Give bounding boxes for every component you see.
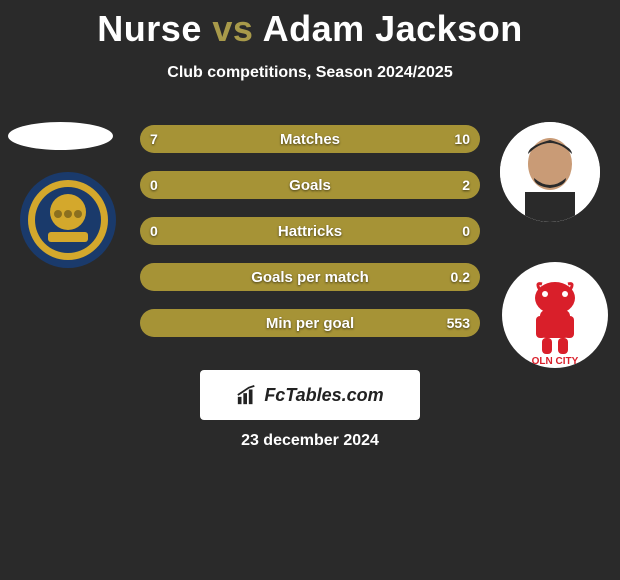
- svg-text:OLN CITY: OLN CITY: [532, 356, 579, 367]
- stat-value-left: 7: [150, 125, 158, 153]
- stat-label: Goals: [140, 171, 480, 199]
- brand-badge: FcTables.com: [200, 370, 420, 420]
- stat-row-matches: Matches7 10: [140, 125, 480, 153]
- stat-value-left: 0: [150, 171, 158, 199]
- subtitle: Club competitions, Season 2024/2025: [0, 64, 620, 82]
- stat-row-goals: Goals0 2: [140, 171, 480, 199]
- stat-label: Hattricks: [140, 217, 480, 245]
- stat-label: Min per goal: [140, 309, 480, 337]
- stat-label: Matches: [140, 125, 480, 153]
- date-text: 23 december 2024: [0, 432, 620, 450]
- stats-container: Matches710Goals02Hattricks00Goals per ma…: [140, 125, 480, 355]
- stat-value-right: 553: [447, 309, 470, 337]
- stat-value-left: 0: [150, 217, 158, 245]
- stat-row-hattricks: Hattricks0 0: [140, 217, 480, 245]
- stat-row-goals-per-match: Goals per match0.2: [140, 263, 480, 291]
- player2-club-crest: OLN CITY: [500, 260, 610, 370]
- vs-text: vs: [212, 8, 253, 49]
- brand-text: FcTables.com: [264, 385, 383, 406]
- player2-name: Adam Jackson: [263, 8, 523, 49]
- chart-icon: [236, 384, 258, 406]
- stat-value-right: 0.2: [451, 263, 470, 291]
- stat-row-min-per-goal: Min per goal553: [140, 309, 480, 337]
- stat-label: Goals per match: [140, 263, 480, 291]
- stat-value-right: 10: [454, 125, 470, 153]
- stat-value-right: 0: [462, 217, 470, 245]
- player1-club-crest: [18, 170, 118, 270]
- player1-avatar: [8, 122, 113, 150]
- player2-avatar: [500, 122, 600, 222]
- player1-name: Nurse: [97, 8, 202, 49]
- comparison-title: Nurse vs Adam Jackson: [0, 0, 620, 50]
- stat-value-right: 2: [462, 171, 470, 199]
